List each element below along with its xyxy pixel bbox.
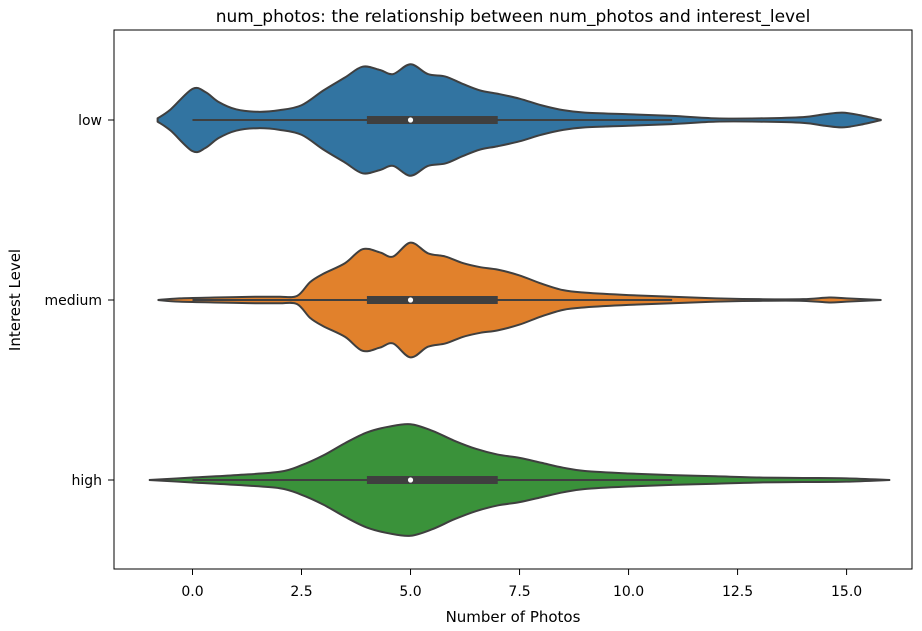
x-tick-label-2: 5.0 xyxy=(399,584,421,600)
x-tick-label-1: 2.5 xyxy=(290,584,312,600)
violin-medium xyxy=(157,241,882,359)
x-tick-label-3: 7.5 xyxy=(508,584,530,600)
violin-high xyxy=(148,423,891,537)
x-tick-label-6: 15.0 xyxy=(831,584,862,600)
y-tick-label-high: high xyxy=(71,473,102,489)
y-tick-label-low: low xyxy=(78,113,102,129)
median-high xyxy=(407,477,414,483)
y-axis: low medium high xyxy=(44,113,114,489)
x-tick-label-4: 10.0 xyxy=(613,584,644,600)
x-axis-label: Number of Photos xyxy=(446,608,581,626)
box-low xyxy=(366,116,498,124)
x-tick-label-0: 0.0 xyxy=(181,584,203,600)
median-low xyxy=(407,117,414,123)
median-medium xyxy=(407,297,414,303)
x-axis: 0.0 2.5 5.0 7.5 10.0 12.5 15.0 xyxy=(181,569,862,600)
y-tick-label-medium: medium xyxy=(44,293,102,309)
box-high xyxy=(366,476,498,484)
y-axis-label: Interest Level xyxy=(6,249,24,351)
violin-low xyxy=(156,63,882,177)
box-medium xyxy=(366,296,498,304)
chart-title: num_photos: the relationship between num… xyxy=(216,7,811,27)
violins-layer xyxy=(148,63,891,537)
x-tick-label-5: 12.5 xyxy=(722,584,753,600)
